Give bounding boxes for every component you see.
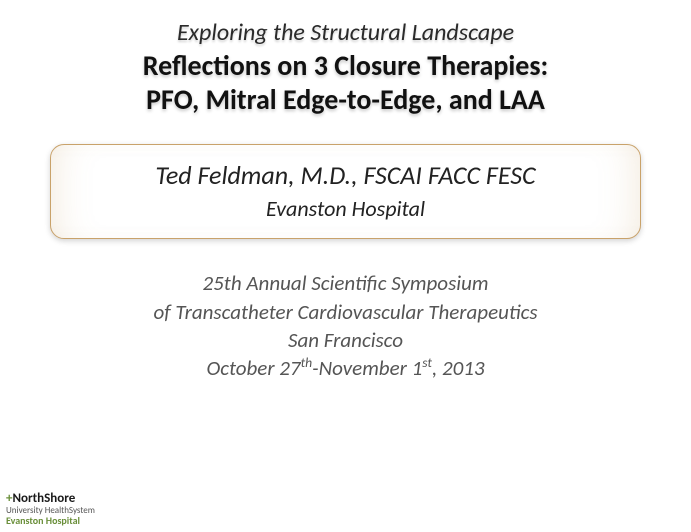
logo-hospital-text: Evanston Hospital — [6, 516, 95, 527]
footer-logo: +NorthShore University HealthSystem Evan… — [6, 492, 95, 526]
event-dates: October 27th-November 1st, 2013 — [30, 354, 661, 382]
event-line1: 25th Annual Scientific Symposium — [30, 269, 661, 297]
slide-title-line1: Reflections on 3 Closure Therapies: — [143, 48, 549, 83]
presenter-box: Ted Feldman, M.D., FSCAI FACC FESC Evans… — [50, 144, 641, 239]
event-info: 25th Annual Scientific Symposium of Tran… — [30, 269, 661, 382]
presenter-name: Ted Feldman, M.D., FSCAI FACC FESC — [75, 159, 616, 191]
slide: Exploring the Structural Landscape Refle… — [0, 0, 691, 532]
slide-supertitle: Exploring the Structural Landscape — [30, 18, 661, 47]
slide-title-line2: PFO, Mitral Edge-to-Edge, and LAA — [146, 82, 545, 117]
event-line2: of Transcatheter Cardiovascular Therapeu… — [30, 298, 661, 326]
event-city: San Francisco — [30, 326, 661, 354]
presenter-affiliation: Evanston Hospital — [75, 195, 616, 222]
logo-main-line: +NorthShore — [6, 492, 95, 506]
slide-title: Reflections on 3 Closure Therapies: PFO,… — [30, 49, 661, 116]
